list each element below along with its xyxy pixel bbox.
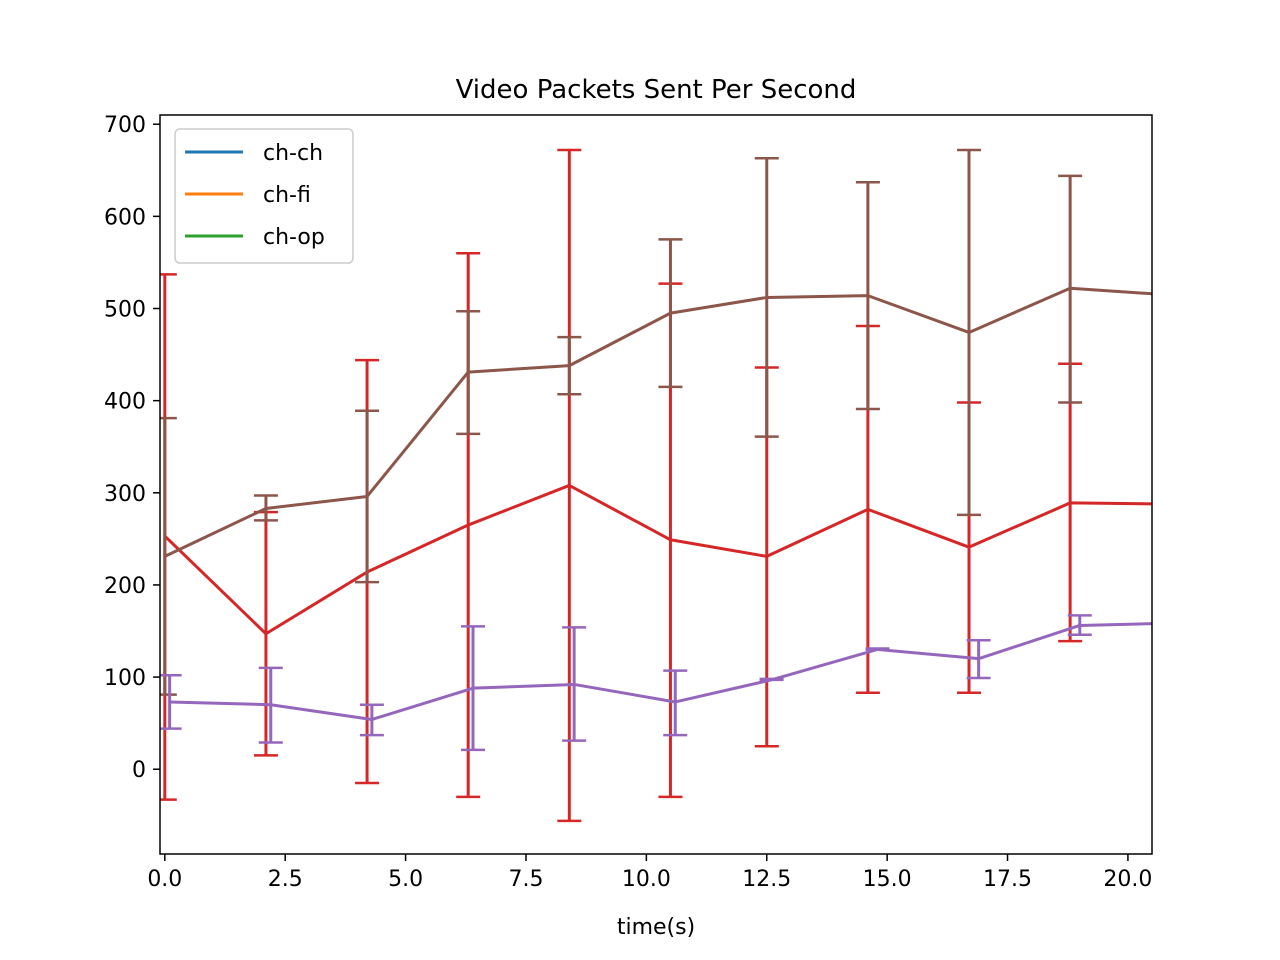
series-2 <box>160 614 1152 752</box>
x-tick-label: 15.0 <box>863 867 912 892</box>
y-tick-label: 700 <box>104 113 146 138</box>
y-tick-label: 600 <box>104 205 146 230</box>
x-axis-label: time(s) <box>617 915 695 940</box>
legend-label: ch-fi <box>263 183 311 208</box>
legend-label: ch-op <box>263 225 325 250</box>
y-tick-label: 500 <box>104 298 146 323</box>
legend-label: ch-ch <box>263 141 323 166</box>
x-tick-label: 12.5 <box>742 867 791 892</box>
x-tick-label: 10.0 <box>622 867 671 892</box>
x-tick-label: 5.0 <box>388 867 423 892</box>
chart-title: Video Packets Sent Per Second <box>456 75 857 105</box>
x-tick-label: 2.5 <box>268 867 303 892</box>
y-tick-label: 400 <box>104 390 146 415</box>
y-tick-label: 100 <box>104 666 146 691</box>
series-line <box>169 622 1152 721</box>
plot-frame <box>159 114 1153 855</box>
y-axis: 0 100 200 300 400 500 600 700 <box>104 113 160 783</box>
y-tick-label: 200 <box>104 574 146 599</box>
y-tick-label: 300 <box>104 482 146 507</box>
series-line <box>163 483 1152 636</box>
x-axis: 0.0 2.5 5.0 7.5 10.0 12.5 15.0 17.5 20.0 <box>147 854 1152 892</box>
x-tick-label: 20.0 <box>1103 867 1152 892</box>
series-line <box>164 286 1152 558</box>
y-tick-label: 0 <box>132 758 146 783</box>
series-1 <box>160 148 1152 696</box>
legend: ch-ch ch-fi ch-op <box>174 128 354 264</box>
legend-box <box>174 128 354 264</box>
plot-area <box>159 114 1153 855</box>
x-tick-label: 7.5 <box>508 867 543 892</box>
x-tick-label: 17.5 <box>983 867 1032 892</box>
series-layer <box>160 148 1152 823</box>
x-tick-label: 0.0 <box>147 867 182 892</box>
